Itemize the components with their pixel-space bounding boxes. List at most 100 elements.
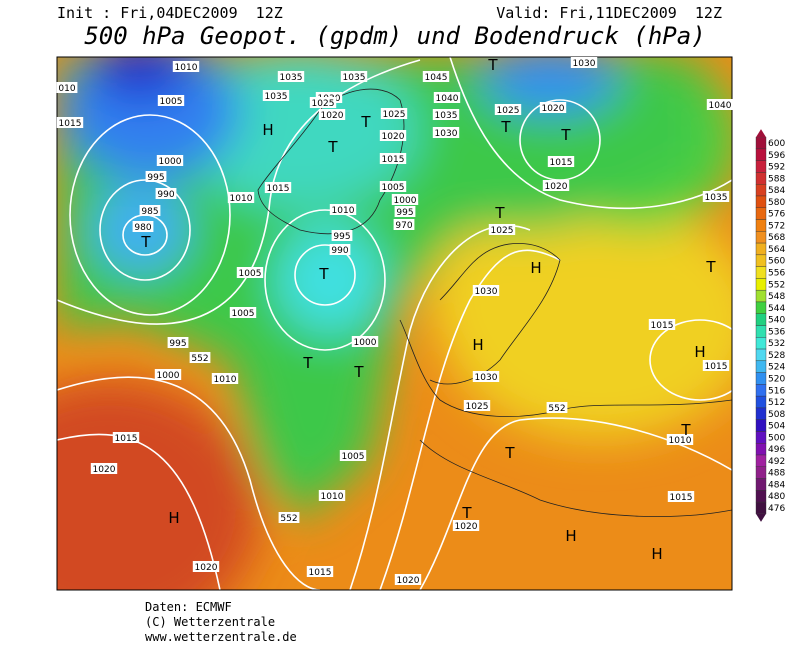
low-pressure-marker: T (504, 444, 515, 462)
isobar-label: 1025 (466, 402, 489, 412)
isobar-label: 1020 (455, 522, 478, 532)
low-pressure-marker: T (487, 56, 498, 74)
isobar-label-box (262, 90, 290, 101)
colorbar-cell (755, 278, 767, 291)
colorbar-label: 552 (768, 280, 785, 290)
isobar-label: 1005 (232, 309, 255, 319)
isobar-label-box (379, 130, 407, 141)
isobar-label: 995 (333, 232, 350, 242)
isobar-label: 1040 (436, 94, 459, 104)
isobar-label-box (309, 97, 337, 108)
low-pressure-marker: T (494, 204, 505, 222)
isobar-label: 1005 (342, 452, 365, 462)
colorbar-label: 508 (768, 410, 785, 420)
isobar-label-box (351, 336, 379, 347)
isobar-label: 1020 (545, 182, 568, 192)
isobar-label-box (211, 373, 239, 384)
isobar-label: 1015 (382, 155, 405, 165)
isobar-label-box (432, 109, 460, 120)
isobar-label-box (139, 205, 161, 216)
data-source: Daten: ECMWF (145, 600, 232, 614)
colorbar-cell (755, 490, 767, 503)
isobar-label: 1005 (382, 183, 405, 193)
isobar-label: 1020 (321, 111, 344, 121)
colorbar-cell (755, 301, 767, 314)
isobar-label-box (463, 400, 491, 411)
colorbar-cell (755, 242, 767, 256)
low-pressure-marker: T (360, 113, 371, 131)
colorbar-label: 540 (768, 316, 785, 326)
website: www.wetterzentrale.de (145, 630, 297, 644)
colorbar-label: 512 (768, 398, 785, 408)
colorbar-label: 580 (768, 198, 785, 208)
isobar-label-box (394, 574, 422, 585)
colorbar-cell (755, 454, 767, 467)
isobar-label-box (472, 285, 500, 296)
colorbar-label: 524 (768, 363, 785, 373)
colorbar-label: 596 (768, 151, 785, 161)
isobar-label-box (227, 192, 255, 203)
isobar-label: 010 (58, 84, 75, 94)
isobar-label-box (702, 191, 730, 202)
colorbar-label: 496 (768, 445, 785, 455)
colorbar-label: 564 (768, 245, 785, 255)
colorbar-label: 528 (768, 351, 785, 361)
colorbar-label: 556 (768, 269, 785, 279)
isobar-label-box (339, 450, 367, 461)
colorbar-label: 584 (768, 186, 785, 196)
isobar-label-box (145, 171, 167, 182)
isobar-label: 1025 (383, 110, 406, 120)
init-time: Init : Fri,04DEC2009 12Z (57, 4, 283, 22)
colorbar-cell (755, 207, 767, 220)
isobar-label-box (379, 181, 407, 192)
isobar-label-box (391, 194, 419, 205)
contour-label: 552 (548, 404, 565, 414)
isobar-label-box (318, 490, 346, 501)
colorbar-label: 488 (768, 469, 785, 479)
colorbar-cell (755, 372, 767, 385)
isobar-label: 1015 (267, 184, 290, 194)
colorbar-cell (755, 254, 767, 267)
colorbar-label: 484 (768, 480, 785, 490)
isobar-label-box (432, 127, 460, 138)
isobar-label-box (157, 95, 185, 106)
isobar-label: 1010 (230, 194, 253, 204)
isobar-label: 1010 (669, 436, 692, 446)
isobar-label: 1030 (573, 59, 596, 69)
isobar-label: 1030 (435, 129, 458, 139)
colorbar-label: 600 (768, 139, 785, 149)
colorbar-label: 500 (768, 433, 785, 443)
colorbar-cell (755, 478, 767, 491)
isobar-label: 1010 (175, 63, 198, 73)
isobar-label: 1025 (312, 99, 335, 109)
low-pressure-marker: T (500, 118, 511, 136)
isobar-label-box (494, 104, 522, 115)
isobar-label: 1000 (394, 196, 417, 206)
isobar-label: 1020 (93, 465, 116, 475)
isobar-label-box (433, 92, 461, 103)
isobar-label-box (229, 307, 257, 318)
isobar-label-box (156, 155, 184, 166)
isobar-label: 1015 (705, 362, 728, 372)
isobar-label: 1025 (491, 226, 514, 236)
isobar-label-box (666, 434, 694, 445)
isobar-label-box (379, 153, 407, 164)
colorbar-cell (755, 395, 767, 409)
isobar-label-box (56, 82, 78, 93)
colorbar-cell (755, 360, 767, 373)
colorbar-label: 504 (768, 422, 785, 432)
colorbar-cell (755, 160, 767, 173)
isobar-label: 1035 (435, 111, 458, 121)
high-pressure-marker: H (168, 509, 179, 527)
colorbar-label: 560 (768, 257, 785, 267)
colorbar-label: 476 (768, 504, 785, 514)
colorbar-cell (755, 337, 767, 350)
isobar-label: 1000 (159, 157, 182, 167)
isobar-label: 1015 (59, 119, 82, 129)
isobar-label-box (192, 561, 220, 572)
isobar-label: 1020 (542, 104, 565, 114)
isobar-label-box (539, 102, 567, 113)
isobar-label: 1015 (651, 321, 674, 331)
colorbar-cell (755, 195, 767, 208)
isobar-label-box (112, 432, 140, 443)
